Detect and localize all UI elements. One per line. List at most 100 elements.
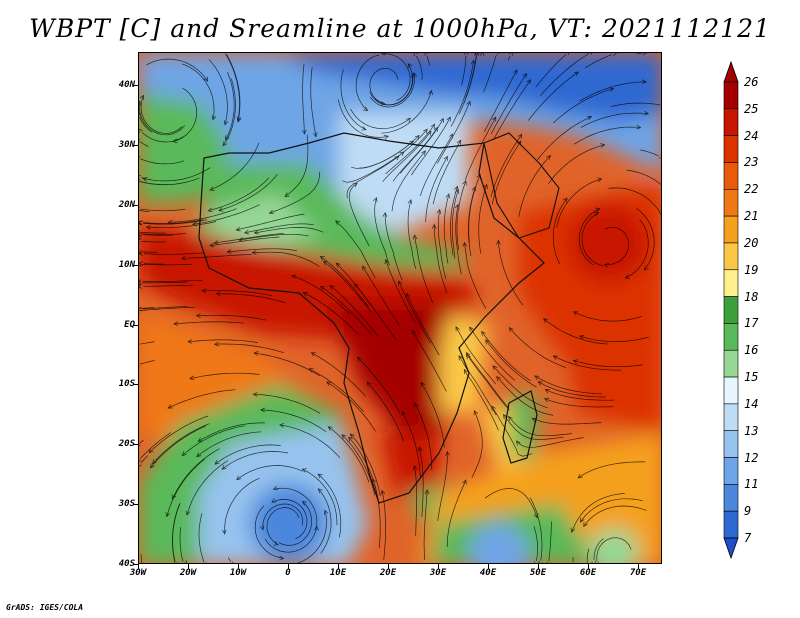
streamline bbox=[362, 265, 400, 326]
streamline-arrow bbox=[491, 405, 496, 411]
streamline-arrow bbox=[218, 207, 224, 212]
streamline-arrow bbox=[481, 330, 486, 336]
streamline bbox=[140, 233, 186, 235]
streamline bbox=[172, 87, 198, 142]
streamline bbox=[236, 465, 303, 481]
streamline bbox=[166, 458, 205, 517]
streamline-arrow bbox=[380, 489, 386, 495]
streamline bbox=[532, 417, 602, 425]
streamline bbox=[284, 134, 309, 197]
streamline-arrow bbox=[382, 212, 388, 218]
streamline bbox=[140, 306, 196, 311]
streamline bbox=[411, 330, 447, 392]
streamline bbox=[485, 339, 537, 388]
colorbar-swatch bbox=[723, 81, 739, 110]
streamline-arrow bbox=[139, 112, 141, 116]
streamline bbox=[329, 285, 379, 337]
streamline bbox=[302, 468, 338, 526]
streamline bbox=[471, 410, 483, 478]
streamline bbox=[185, 560, 188, 563]
streamline bbox=[186, 460, 229, 516]
streamline bbox=[218, 173, 278, 211]
streamline-arrow bbox=[301, 129, 307, 135]
streamline-arrow bbox=[165, 512, 170, 518]
streamline-arrow bbox=[401, 410, 407, 416]
lon-tick bbox=[438, 564, 439, 569]
streamline-arrow bbox=[407, 199, 413, 205]
lat-tick bbox=[133, 144, 138, 146]
streamline bbox=[464, 242, 487, 309]
streamline-arrow bbox=[356, 356, 362, 362]
colorbar-label: 24 bbox=[744, 128, 759, 143]
streamline-arrow bbox=[428, 89, 433, 96]
streamline bbox=[533, 526, 538, 561]
streamline-arrow bbox=[613, 53, 617, 57]
lon-tick bbox=[388, 564, 389, 569]
streamline-arrow bbox=[139, 232, 142, 237]
streamline bbox=[450, 186, 458, 256]
streamline bbox=[636, 208, 655, 271]
streamline-arrow bbox=[496, 376, 501, 381]
streamline bbox=[198, 513, 205, 563]
streamline bbox=[381, 490, 386, 561]
streamline bbox=[143, 284, 194, 287]
streamline bbox=[208, 59, 228, 125]
colorbar-label: 26 bbox=[744, 75, 759, 89]
streamline bbox=[425, 156, 448, 223]
colorbar-swatch bbox=[723, 510, 739, 539]
streamline-arrow bbox=[335, 262, 341, 268]
streamline bbox=[140, 455, 149, 464]
streamline bbox=[254, 352, 320, 377]
streamline bbox=[266, 507, 300, 546]
colorbar-swatch bbox=[723, 242, 739, 271]
streamline bbox=[553, 355, 622, 371]
streamline bbox=[552, 88, 614, 124]
streamline-arrow bbox=[466, 354, 471, 360]
streamline-arrow bbox=[222, 141, 228, 147]
streamline bbox=[385, 259, 416, 324]
streamline-arrow bbox=[341, 434, 347, 440]
streamline bbox=[252, 251, 320, 267]
streamline bbox=[450, 60, 474, 127]
streamline bbox=[142, 305, 188, 310]
streamline bbox=[518, 155, 551, 217]
streamline-arrow bbox=[323, 509, 329, 515]
colorbar-label: 12 bbox=[744, 450, 759, 465]
streamline bbox=[278, 501, 312, 546]
streamline bbox=[543, 318, 608, 345]
streamline-arrow bbox=[543, 317, 549, 323]
lat-tick bbox=[133, 204, 138, 206]
streamline-arrow bbox=[531, 417, 537, 423]
streamline-arrow bbox=[139, 220, 142, 226]
streamline bbox=[384, 212, 403, 281]
streamline-arrow bbox=[148, 448, 154, 454]
streamline bbox=[503, 414, 564, 440]
arabia-coastline bbox=[483, 132, 560, 239]
streamline bbox=[181, 254, 252, 259]
streamline bbox=[141, 241, 167, 243]
streamline bbox=[579, 81, 647, 102]
streamline bbox=[139, 101, 185, 136]
streamline-arrow bbox=[597, 177, 603, 182]
streamline bbox=[337, 99, 389, 138]
streamline-arrow bbox=[456, 139, 462, 145]
streamline-arrow bbox=[609, 87, 615, 92]
streamline-arrow bbox=[474, 53, 479, 57]
streamline bbox=[141, 177, 147, 179]
streamline-arrow bbox=[562, 197, 568, 203]
colorbar-top-triangle bbox=[723, 60, 739, 83]
streamline-arrow bbox=[211, 115, 217, 121]
streamline bbox=[254, 227, 324, 234]
lon-tick bbox=[538, 564, 539, 569]
streamline bbox=[168, 389, 236, 409]
streamline-arrow bbox=[570, 527, 576, 533]
colorbar-label: 17 bbox=[744, 316, 759, 331]
streamline bbox=[221, 451, 289, 470]
lat-label: 20S bbox=[118, 439, 135, 450]
lat-label: 30S bbox=[118, 499, 135, 510]
colorbar-label: 7 bbox=[744, 531, 752, 545]
streamline bbox=[414, 402, 433, 471]
streamline bbox=[626, 169, 661, 185]
streamline-arrow bbox=[139, 100, 142, 106]
streamline-arrow bbox=[433, 126, 439, 132]
